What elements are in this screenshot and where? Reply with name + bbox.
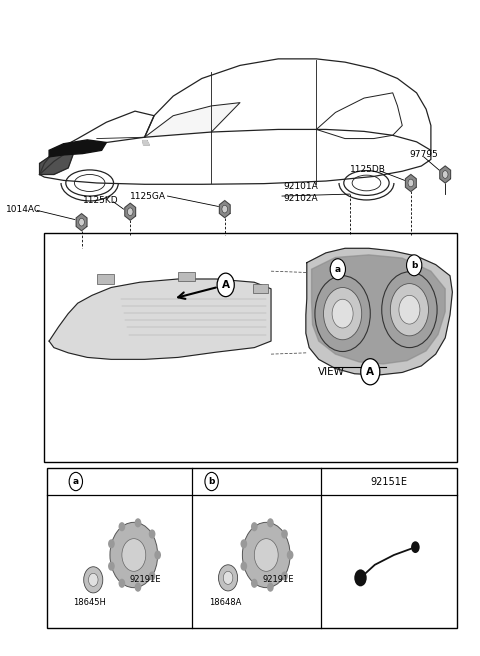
Text: A: A [222, 280, 230, 290]
Circle shape [281, 529, 288, 539]
Circle shape [287, 550, 293, 560]
Circle shape [390, 283, 429, 336]
Polygon shape [125, 203, 136, 220]
Polygon shape [306, 249, 452, 375]
Circle shape [399, 295, 420, 324]
Bar [47, 468, 457, 628]
Text: b: b [208, 477, 215, 486]
Circle shape [251, 522, 258, 531]
Text: b: b [411, 261, 418, 270]
Polygon shape [76, 214, 87, 231]
Bar [253, 283, 268, 293]
Circle shape [240, 562, 247, 571]
Text: 92191E: 92191E [130, 575, 161, 584]
Polygon shape [219, 201, 230, 218]
Circle shape [408, 179, 414, 187]
Circle shape [354, 569, 367, 586]
Circle shape [218, 565, 238, 591]
Circle shape [411, 541, 420, 553]
Text: 92151E: 92151E [371, 476, 408, 487]
Circle shape [149, 529, 156, 539]
Circle shape [254, 539, 278, 571]
Text: 1125DB: 1125DB [350, 165, 385, 174]
Text: 92102A: 92102A [283, 194, 318, 203]
Polygon shape [49, 279, 271, 359]
Polygon shape [406, 174, 416, 192]
Circle shape [119, 522, 125, 531]
Circle shape [84, 567, 103, 593]
Text: a: a [335, 265, 341, 274]
Text: 92191E: 92191E [263, 575, 294, 584]
Circle shape [79, 218, 84, 226]
Circle shape [281, 571, 288, 581]
Circle shape [330, 258, 346, 279]
Polygon shape [39, 150, 73, 174]
Circle shape [222, 205, 228, 213]
Text: 1125KD: 1125KD [83, 196, 118, 205]
Bar [97, 274, 114, 284]
Polygon shape [143, 140, 149, 145]
Polygon shape [49, 140, 107, 157]
Circle shape [205, 472, 218, 491]
Text: 97795: 97795 [409, 150, 438, 159]
Polygon shape [312, 255, 445, 364]
Text: 1014AC: 1014AC [6, 205, 41, 214]
Circle shape [128, 208, 133, 216]
Text: 92101A: 92101A [283, 182, 318, 191]
Circle shape [223, 571, 233, 584]
Polygon shape [144, 102, 240, 137]
Circle shape [267, 583, 274, 592]
Circle shape [407, 255, 422, 276]
Circle shape [69, 472, 83, 491]
Bar [44, 234, 457, 462]
Circle shape [251, 579, 258, 588]
Text: A: A [366, 367, 374, 377]
Text: 18645H: 18645H [73, 598, 107, 607]
Circle shape [267, 518, 274, 527]
Circle shape [88, 573, 98, 586]
Bar [178, 272, 195, 281]
Circle shape [119, 579, 125, 588]
Circle shape [324, 287, 362, 340]
Circle shape [332, 299, 353, 328]
Circle shape [315, 276, 370, 352]
Circle shape [155, 550, 161, 560]
Text: VIEW: VIEW [318, 367, 345, 377]
Circle shape [149, 571, 156, 581]
Circle shape [108, 539, 115, 548]
Circle shape [240, 539, 247, 548]
Text: 18648A: 18648A [209, 598, 242, 607]
Circle shape [443, 171, 448, 178]
Circle shape [217, 273, 234, 297]
Circle shape [108, 562, 115, 571]
Text: 1125GA: 1125GA [130, 192, 166, 201]
Circle shape [110, 522, 157, 588]
Circle shape [382, 272, 437, 348]
Circle shape [361, 359, 380, 385]
Circle shape [134, 583, 141, 592]
Circle shape [134, 518, 141, 527]
Circle shape [242, 522, 290, 588]
Circle shape [122, 539, 146, 571]
Polygon shape [440, 166, 451, 183]
Text: a: a [73, 477, 79, 486]
